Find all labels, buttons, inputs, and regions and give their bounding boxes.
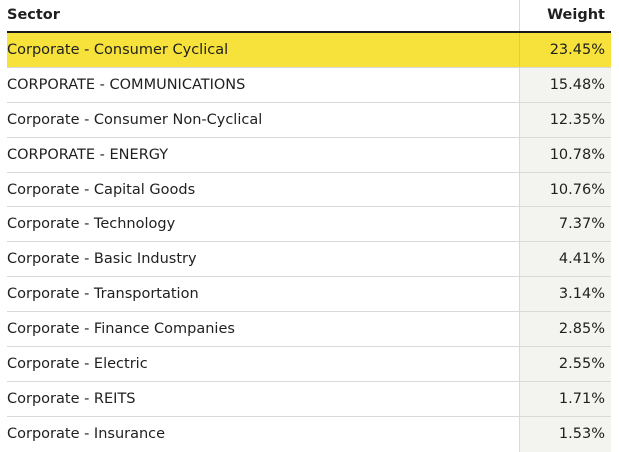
table-row[interactable]: Corporate - REITS 1.71% — [7, 381, 611, 417]
table-row[interactable]: CORPORATE - ENERGY 10.78% — [7, 137, 611, 173]
table-header-row: Sector Weight — [7, 0, 611, 33]
weight-cell: 10.78% — [519, 137, 611, 172]
sector-cell: Corporate - Transportation — [7, 286, 199, 303]
weight-cell: 2.85% — [519, 312, 611, 347]
table-row[interactable]: Corporate - Electric 2.55% — [7, 347, 611, 382]
sector-cell: CORPORATE - COMMUNICATIONS — [7, 76, 246, 93]
weight-cell: 12.35% — [519, 102, 611, 137]
table-row[interactable]: Corporate - Consumer Cyclical 23.45% — [7, 33, 611, 68]
table-row[interactable]: Corporate - Insurance 1.53% — [7, 416, 611, 452]
sector-cell: Corporate - Technology — [7, 216, 176, 233]
sector-weight-table: Sector Weight Corporate - Consumer Cycli… — [7, 0, 611, 452]
sector-cell: Corporate - REITS — [7, 390, 136, 407]
sector-cell: Corporate - Capital Goods — [7, 181, 196, 198]
table-row[interactable]: Corporate - Technology 7.37% — [7, 207, 611, 243]
weight-cell: 7.37% — [519, 207, 611, 242]
table-row[interactable]: Corporate - Basic Industry 4.41% — [7, 242, 611, 278]
sector-cell: CORPORATE - ENERGY — [7, 146, 169, 163]
sector-cell: Corporate - Basic Industry — [7, 251, 197, 268]
weight-cell: 1.71% — [519, 381, 611, 416]
weight-cell: 4.41% — [519, 242, 611, 277]
header-weight[interactable]: Weight — [519, 0, 611, 31]
sector-cell: Corporate - Finance Companies — [7, 321, 235, 338]
sector-cell: Corporate - Electric — [7, 355, 148, 372]
header-sector[interactable]: Sector — [7, 0, 519, 31]
weight-cell: 1.53% — [519, 416, 611, 452]
sector-cell: Corporate - Consumer Cyclical — [7, 33, 519, 67]
weight-cell: 3.14% — [519, 277, 611, 312]
weight-cell: 10.76% — [519, 172, 611, 207]
weight-cell: 2.55% — [519, 347, 611, 381]
weight-cell: 15.48% — [519, 67, 611, 102]
sector-cell: Corporate - Insurance — [7, 426, 166, 443]
table-row[interactable]: Corporate - Consumer Non-Cyclical 12.35% — [7, 102, 611, 138]
table-row[interactable]: Corporate - Finance Companies 2.85% — [7, 312, 611, 348]
table-row[interactable]: Corporate - Capital Goods 10.76% — [7, 172, 611, 208]
sector-cell: Corporate - Consumer Non-Cyclical — [7, 111, 263, 128]
weight-cell: 23.45% — [519, 33, 611, 67]
table-row[interactable]: CORPORATE - COMMUNICATIONS 15.48% — [7, 67, 611, 103]
table-row[interactable]: Corporate - Transportation 3.14% — [7, 277, 611, 313]
